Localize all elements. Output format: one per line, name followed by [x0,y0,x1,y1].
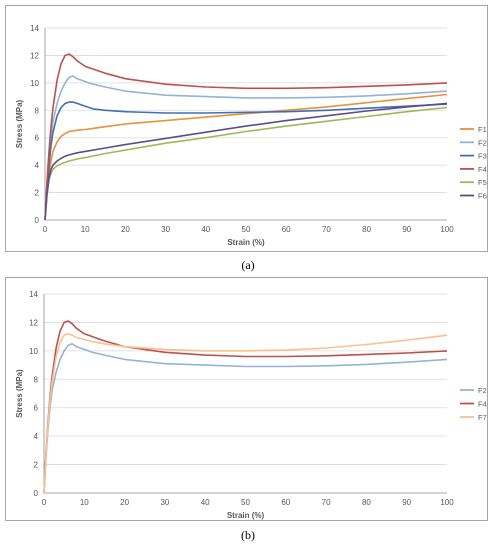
series-line-f1 [44,93,448,221]
x-tick-label: 20 [120,498,129,507]
x-tick-label: 60 [281,498,290,507]
y-tick-label: 8 [34,375,39,384]
y-tick-label: 14 [29,290,38,299]
legend-label-f2: F2 [478,138,487,147]
y-tick-label: 4 [35,161,40,170]
x-tick-label: 0 [42,498,47,507]
y-tick-label: 10 [30,79,39,88]
x-tick-label: 80 [362,225,371,234]
caption-a: (a) [241,258,255,272]
x-axis-title: Strain (%) [227,238,265,247]
y-tick-label: 0 [35,216,40,225]
y-tick-label: 6 [35,134,40,143]
series-line-f4 [44,53,448,221]
legend-label-f4: F4 [478,400,487,409]
series-line-f3 [44,101,448,221]
series-line-f4 [43,320,448,494]
y-tick-label: 14 [30,24,39,33]
x-tick-label: 0 [43,225,48,234]
y-tick-label: 12 [29,318,38,327]
series-line-f2 [43,343,448,494]
legend-label-f6: F6 [478,192,487,201]
caption-b: (b) [241,528,255,542]
x-tick-label: 90 [402,225,411,234]
chart-b-svg: 0 2 4 6 8 10 12 14 0 10 20 30 40 50 60 70 80 90 100 Strain … [15,290,487,520]
legend-label-f7: F7 [478,413,487,422]
chart-panel-b: 0 2 4 6 8 10 12 14 0 10 20 30 40 50 60 70 80 90 100 Strain … [5,277,488,521]
chart-panel-a: 0 2 4 6 8 10 12 14 0 10 20 30 40 50 60 70 80 90 100 Strain … [5,5,488,252]
x-tick-label: 10 [80,498,89,507]
y-tick-label: 10 [29,347,38,356]
y-tick-label: 12 [30,51,39,60]
x-tick-label: 20 [121,225,130,234]
chart-a-svg: 0 2 4 6 8 10 12 14 0 10 20 30 40 50 60 70 80 90 100 Strain … [15,24,487,247]
legend-label-f5: F5 [478,178,487,187]
x-tick-label: 100 [440,498,454,507]
x-tick-label: 70 [322,225,331,234]
x-tick-label: 10 [81,225,90,234]
legend-label-f2: F2 [478,386,487,395]
y-tick-label: 0 [34,489,39,498]
x-tick-label: 70 [322,498,331,507]
x-tick-label: 40 [201,225,210,234]
y-tick-label: 2 [34,461,39,470]
y-tick-label: 2 [35,189,40,198]
x-axis-title: Strain (%) [227,511,265,520]
legend-label-f1: F1 [478,125,487,134]
x-tick-label: 90 [402,498,411,507]
x-tick-label: 30 [160,498,169,507]
series-line-f7 [43,332,448,494]
series-line-f2 [44,75,448,221]
x-tick-label: 30 [161,225,170,234]
y-axis-title: Stress (MPa) [15,369,24,418]
x-tick-label: 50 [242,225,251,234]
x-tick-label: 80 [362,498,371,507]
y-tick-label: 4 [34,432,39,441]
x-tick-label: 60 [282,225,291,234]
y-tick-label: 6 [34,404,39,413]
legend-label-f3: F3 [478,152,487,161]
series-line-f5 [44,106,448,221]
x-tick-label: 100 [440,225,454,234]
y-axis-title: Stress (MPa) [15,99,24,148]
x-tick-label: 50 [241,498,250,507]
legend-label-f4: F4 [478,165,487,174]
y-tick-label: 8 [35,106,40,115]
series-line-f6 [44,102,448,221]
x-tick-label: 40 [201,498,210,507]
